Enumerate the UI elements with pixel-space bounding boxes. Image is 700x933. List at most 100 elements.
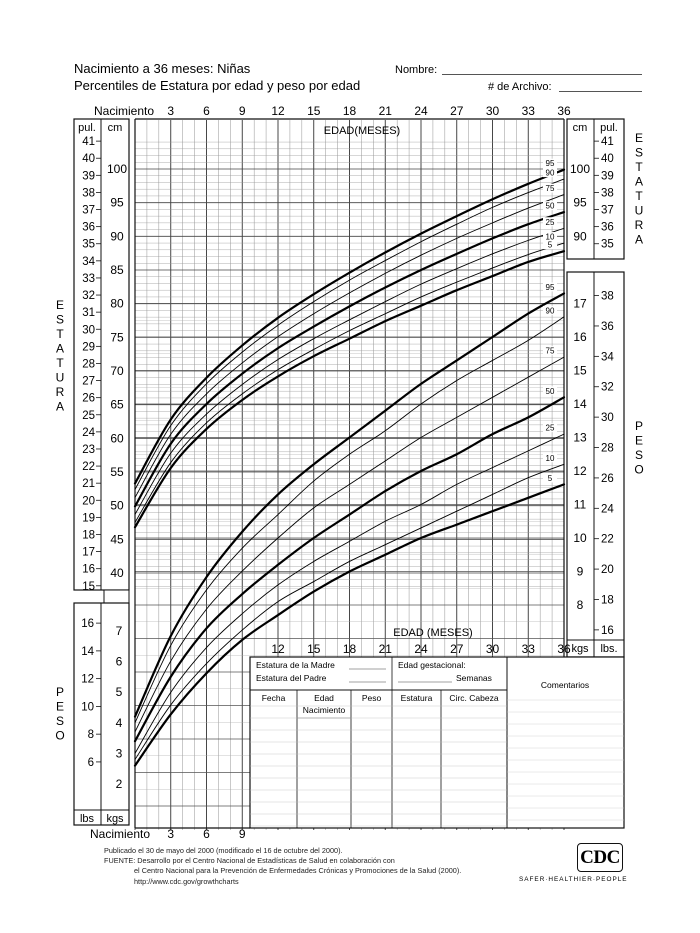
lbs-label-left: 6 [88,757,94,769]
weight-p25-line [134,433,565,754]
weight-p95-line [133,292,566,718]
weight-p75-line [134,356,565,733]
mid-age-tick: 15 [307,642,321,656]
cm-label-left: 85 [110,263,124,277]
lbs-label-right: 38 [601,291,614,303]
top-age-tick: 6 [203,104,210,118]
top-age-tick: 33 [522,104,536,118]
top-age-tick: 15 [307,104,321,118]
file-label: # de Archivo: [488,81,552,93]
inch-label-left: 16 [82,564,95,576]
stature-word-right-letter: T [635,189,643,203]
bottom-age-caption: EDAD (MESES) [393,627,472,639]
table-col-header: Fecha [262,693,286,703]
kg-label-left: 4 [116,716,123,730]
inch-label-left: 31 [82,307,95,319]
inch-label-left: 24 [82,427,95,439]
inch-label-left: 18 [82,529,95,541]
name-label: Nombre: [395,64,438,76]
top-age-tick: 36 [557,104,571,118]
weight-word-right-letter: S [635,448,643,462]
cm-label-left: 90 [110,229,124,243]
weight-word-right-letter: O [634,463,643,477]
lbs-label-right: 20 [601,564,614,576]
right-stature-scale [566,118,625,260]
kg-label-right: 13 [573,431,587,445]
lbs-label-left: 16 [81,618,94,630]
footer-url[interactable]: http://www.cdc.gov/growthcharts [134,877,239,886]
inch-label-left: 29 [82,341,95,353]
mid-age-tick: 36 [557,642,571,656]
inch-label-left: 19 [82,512,95,524]
kg-label-left: 3 [116,746,123,760]
top-age-tick: 21 [379,104,393,118]
top-age-tick: 3 [167,104,174,118]
stature-word-right-letter: A [635,175,643,189]
stature-p50-label: 50 [546,202,555,211]
unit-kgs-left: kgs [106,813,124,825]
inch-label-left: 25 [82,410,95,422]
stature-p25-line [134,227,565,515]
inch-label-right: 41 [601,136,614,148]
stature-word-right-letter: A [635,233,643,247]
footer-published: Publicado el 30 de mayo del 2000 (modifi… [104,846,343,855]
inch-label-left: 20 [82,495,95,507]
weight-word-right-letter: P [635,419,643,433]
kg-label-right: 12 [573,464,587,478]
stature-word-left-letter: S [56,313,64,327]
lbs-label-right: 22 [601,534,614,546]
mid-age-tick: 18 [343,642,357,656]
lbs-label-right: 18 [601,594,614,606]
stature-p5-label-bg [543,240,557,250]
stature-word-left-letter: R [56,385,65,399]
stature-word-right-letter: U [635,204,644,218]
top-age-caption: EDAD(MESES) [324,125,400,137]
cm-label-right: 90 [573,229,587,243]
inch-label-left: 22 [82,461,95,473]
table-col-header: Edad [314,693,334,703]
chart-title: Nacimiento a 36 meses: Niñas [74,61,251,76]
unit-lbs-right: lbs. [600,643,617,655]
weight-p50-label-bg [543,386,557,396]
table-col-edad-sub: Nacimiento [303,705,346,715]
unit-cm-left: cm [108,122,123,134]
unit-kgs-right: kgs [571,643,589,655]
stature-p5-label: 5 [548,241,553,250]
stature-p95-label-bg [543,158,557,168]
inch-label-left: 35 [82,239,95,251]
kg-label-left: 6 [116,655,123,669]
file-field[interactable] [559,91,642,92]
inch-label-left: 27 [82,376,95,388]
footer-source-2: el Centro Nacional para la Prevención de… [134,866,462,875]
top-age-tick: 27 [450,104,464,118]
inch-label-left: 26 [82,393,95,405]
kg-label-left: 5 [116,685,123,699]
lbs-label-right: 28 [601,443,614,455]
stature-word-left-letter: T [56,356,64,370]
cdc-logo: CDC [577,843,623,872]
unit-cm-right: cm [573,122,588,134]
data-table [249,656,625,829]
weight-word-right-letter: E [635,434,643,448]
weight-p75-label: 75 [546,347,555,356]
stature-p25-label: 25 [546,218,555,227]
lbs-label-right: 34 [601,351,614,363]
weight-p10-label: 10 [546,454,555,463]
inch-label-left: 33 [82,273,95,285]
inch-label-right: 40 [601,153,614,165]
table-col-header: Estatura [401,693,433,703]
kg-label-right: 16 [573,330,587,344]
stature-word-right-letter: E [635,131,643,145]
name-field[interactable] [442,74,642,75]
weight-p10-line [134,463,565,760]
chart-subtitle: Percentiles de Estatura por edad y peso … [74,78,361,93]
weight-p25-label: 25 [546,424,555,433]
cm-label-left: 40 [110,566,124,580]
stature-p75-line [134,194,565,499]
stature-p50-label-bg [543,201,557,211]
inch-label-right: 39 [601,170,614,182]
weight-word-left-letter: S [56,714,64,728]
